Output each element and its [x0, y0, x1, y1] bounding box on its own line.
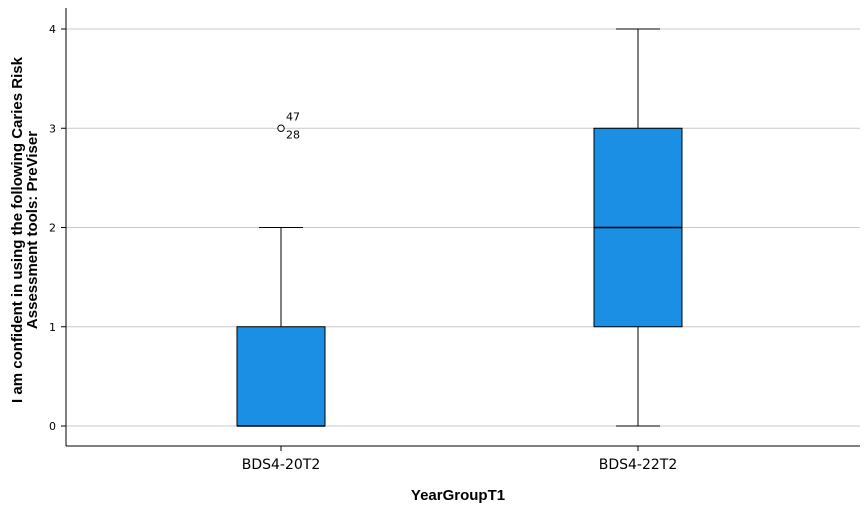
outlier-point	[277, 124, 285, 132]
y-tick-label: 4	[49, 23, 56, 36]
y-tick-labels: 0 1 2 3 4	[49, 23, 66, 433]
box-group	[593, 28, 683, 427]
x-tick-label: BDS4-20T2	[242, 457, 321, 473]
outlier-label: 28	[286, 128, 300, 141]
outlier-label: 47	[286, 110, 300, 123]
y-tick-label: 2	[49, 222, 56, 235]
y-axis-title: I am confident in using the following Ca…	[9, 56, 41, 403]
grid-lines	[66, 28, 860, 427]
y-tick-label: 0	[49, 420, 56, 433]
box	[236, 326, 326, 427]
y-tick-label: 1	[49, 321, 56, 334]
y-tick-label: 3	[49, 122, 56, 135]
x-tick-label: BDS4-22T2	[599, 457, 678, 473]
x-tick-labels: BDS4-20T2 BDS4-22T2	[242, 446, 678, 473]
y-axis-title-line-2: Assessment tools: PreViser	[24, 131, 41, 329]
x-axis-title: YearGroupT1	[411, 487, 505, 504]
y-axis-title-line-1: I am confident in using the following Ca…	[9, 56, 26, 403]
